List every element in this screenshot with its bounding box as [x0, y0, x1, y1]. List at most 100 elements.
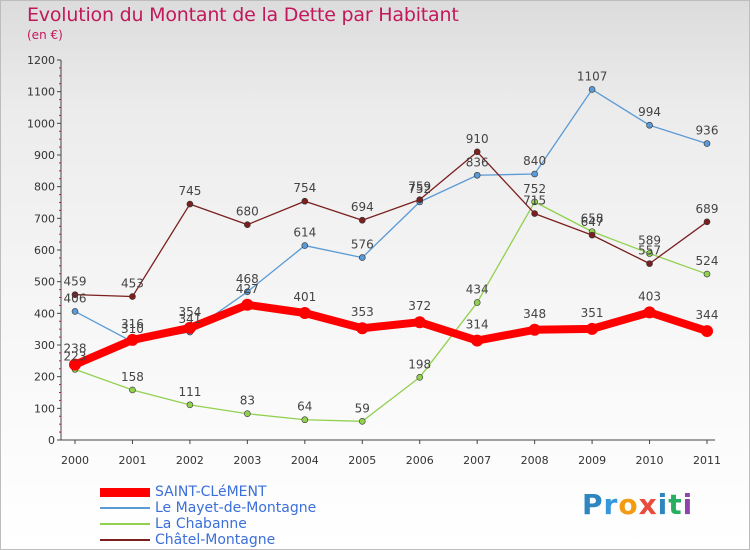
x-tick-label: 2005	[348, 454, 376, 467]
series-line	[71, 300, 711, 369]
data-label: 694	[351, 200, 374, 214]
data-label: 310	[121, 322, 144, 336]
data-label: 427	[236, 282, 259, 296]
data-label: 223	[64, 349, 87, 363]
y-tick-label: 1200	[27, 54, 55, 67]
data-label: 401	[293, 290, 316, 304]
legend-item: SAINT-CLéMENT	[100, 484, 460, 500]
data-label: 910	[466, 132, 489, 146]
legend-item: La Chabanne	[100, 516, 460, 532]
series-line	[74, 151, 708, 298]
data-point	[701, 325, 713, 338]
data-point	[186, 200, 194, 208]
data-label: 614	[293, 226, 316, 240]
legend-label: Châtel-Montagne	[155, 532, 276, 548]
x-tick-label: 2002	[176, 454, 204, 467]
data-label: 238	[64, 342, 87, 356]
data-label: 111	[178, 385, 201, 399]
y-tick-label: 500	[34, 276, 55, 289]
logo-letter: t	[668, 488, 683, 521]
data-point	[358, 418, 366, 425]
data-point	[69, 358, 81, 371]
data-label: 434	[466, 283, 489, 297]
data-label: 680	[236, 205, 259, 219]
data-label: 589	[638, 233, 661, 247]
data-point	[531, 198, 538, 206]
data-point	[358, 254, 366, 261]
data-label: 994	[638, 105, 661, 119]
logo-letter: i	[657, 488, 669, 521]
legend-swatch	[100, 487, 150, 497]
data-point	[301, 242, 309, 249]
data-point	[473, 148, 481, 156]
y-tick-label: 800	[34, 181, 55, 194]
data-label: 524	[696, 254, 719, 268]
data-label: 759	[408, 180, 431, 194]
data-label: 372	[408, 299, 431, 313]
data-label: 658	[581, 212, 604, 226]
data-point	[531, 170, 538, 178]
data-point	[646, 260, 653, 267]
data-label: 468	[236, 272, 259, 286]
legend-label: La Chabanne	[155, 516, 247, 532]
legend-label: Le Mayet-de-Montagne	[155, 500, 317, 516]
data-point	[298, 307, 311, 320]
y-tick-label: 300	[34, 339, 55, 352]
legend-swatch	[100, 523, 150, 525]
data-label: 647	[581, 215, 604, 229]
data-point	[416, 196, 424, 203]
x-tick-label: 2001	[118, 454, 146, 467]
data-label: 754	[293, 181, 316, 195]
y-tick-label: 200	[34, 371, 55, 384]
data-label: 353	[351, 305, 374, 319]
data-label: 453	[121, 277, 144, 291]
data-label: 745	[178, 184, 201, 198]
data-label: 83	[240, 394, 255, 408]
logo-letter: o	[618, 488, 639, 521]
data-point	[129, 293, 136, 300]
data-label: 158	[121, 370, 144, 384]
data-label: 59	[355, 401, 370, 415]
data-point	[183, 321, 196, 334]
data-label: 689	[696, 202, 719, 216]
data-label: 715	[523, 194, 546, 208]
data-label: 406	[64, 291, 87, 305]
data-point	[586, 322, 599, 335]
y-tick-label: 1100	[27, 86, 55, 99]
data-point	[703, 270, 711, 278]
data-label: 344	[696, 308, 719, 322]
y-tick-label: 1000	[27, 117, 55, 130]
data-label: 840	[523, 154, 546, 168]
y-tick-label: 100	[34, 402, 55, 415]
chart-unit: (en €)	[27, 28, 63, 42]
data-label: 836	[466, 155, 489, 169]
data-point	[244, 410, 251, 418]
data-label: 557	[638, 244, 661, 258]
logo-letter: r	[603, 488, 619, 521]
x-tick-label: 2003	[233, 454, 261, 467]
data-point	[703, 140, 711, 147]
data-label: 64	[297, 400, 312, 414]
data-point	[416, 373, 424, 381]
data-point	[358, 216, 366, 224]
series-line	[74, 88, 708, 343]
data-label: 354	[178, 305, 201, 319]
data-point	[646, 121, 653, 129]
data-point	[471, 334, 484, 347]
legend-swatch	[100, 507, 150, 509]
y-tick-label: 0	[48, 434, 55, 447]
x-tick-label: 2009	[578, 454, 606, 467]
data-point	[301, 416, 309, 424]
data-point	[129, 386, 136, 394]
data-point	[356, 322, 369, 335]
x-tick-label: 2000	[61, 454, 89, 467]
y-tick-label: 400	[34, 307, 55, 320]
data-point	[473, 299, 481, 306]
data-point	[71, 291, 79, 298]
data-point	[241, 298, 254, 311]
x-tick-label: 2010	[636, 454, 664, 467]
data-point	[703, 218, 711, 226]
data-label: 752	[523, 182, 546, 196]
logo-letter: i	[682, 488, 694, 521]
